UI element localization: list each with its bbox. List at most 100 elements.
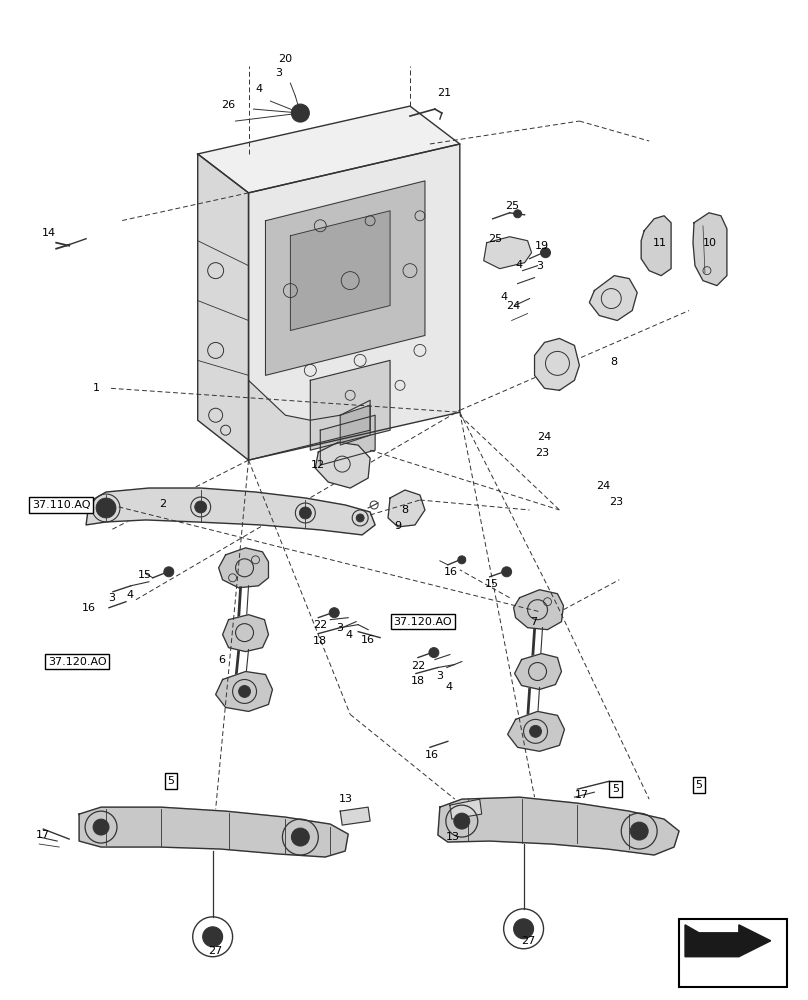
- Text: 27: 27: [208, 946, 223, 956]
- Text: 37.110.AQ: 37.110.AQ: [32, 500, 90, 510]
- Text: 17: 17: [575, 790, 590, 800]
- Circle shape: [164, 567, 174, 577]
- Circle shape: [93, 819, 109, 835]
- Polygon shape: [290, 211, 390, 330]
- Text: 3: 3: [335, 623, 343, 633]
- Polygon shape: [266, 181, 425, 375]
- Circle shape: [454, 813, 469, 829]
- Text: 24: 24: [507, 301, 520, 311]
- Text: 16: 16: [444, 567, 458, 577]
- Circle shape: [429, 648, 439, 658]
- Polygon shape: [249, 144, 460, 460]
- Text: 5: 5: [696, 780, 702, 790]
- Circle shape: [514, 919, 533, 939]
- Text: 13: 13: [446, 832, 460, 842]
- Text: 9: 9: [394, 521, 402, 531]
- Circle shape: [299, 507, 311, 519]
- Polygon shape: [320, 415, 375, 465]
- Text: 4: 4: [346, 630, 353, 640]
- Polygon shape: [685, 925, 771, 957]
- Polygon shape: [388, 490, 425, 527]
- Text: 14: 14: [42, 228, 57, 238]
- Text: 17: 17: [36, 830, 50, 840]
- Polygon shape: [86, 488, 375, 535]
- Circle shape: [356, 514, 364, 522]
- Text: 15: 15: [138, 570, 152, 580]
- Polygon shape: [198, 106, 460, 193]
- Polygon shape: [642, 216, 671, 276]
- Polygon shape: [514, 590, 563, 630]
- Text: 3: 3: [436, 671, 444, 681]
- Circle shape: [514, 210, 522, 218]
- Text: 4: 4: [500, 292, 507, 302]
- Text: 5: 5: [612, 784, 619, 794]
- Text: 4: 4: [445, 682, 452, 692]
- Text: 26: 26: [221, 100, 236, 110]
- Text: 4: 4: [126, 590, 133, 600]
- Text: 16: 16: [425, 750, 439, 760]
- Circle shape: [96, 498, 116, 518]
- Text: 37.120.AO: 37.120.AO: [393, 617, 452, 627]
- Text: 16: 16: [82, 603, 96, 613]
- Text: 23: 23: [536, 448, 549, 458]
- Text: 1: 1: [93, 383, 99, 393]
- Text: 12: 12: [311, 460, 326, 470]
- Text: 3: 3: [275, 68, 282, 78]
- Polygon shape: [340, 807, 370, 825]
- Text: 27: 27: [521, 936, 536, 946]
- Polygon shape: [438, 797, 679, 855]
- Text: 4: 4: [515, 260, 522, 270]
- Text: 24: 24: [537, 432, 552, 442]
- Circle shape: [203, 927, 223, 947]
- Polygon shape: [223, 615, 268, 652]
- Circle shape: [329, 608, 339, 618]
- Text: 18: 18: [314, 636, 327, 646]
- Text: 4: 4: [255, 84, 262, 94]
- Text: 8: 8: [402, 505, 409, 515]
- Text: 23: 23: [609, 497, 623, 507]
- Text: 8: 8: [611, 357, 618, 367]
- Polygon shape: [219, 548, 268, 588]
- Circle shape: [292, 828, 309, 846]
- Polygon shape: [589, 276, 638, 320]
- Polygon shape: [249, 380, 370, 460]
- Text: 37.120.AO: 37.120.AO: [48, 657, 107, 667]
- Text: 21: 21: [437, 88, 451, 98]
- Text: 18: 18: [411, 676, 425, 686]
- Circle shape: [458, 556, 465, 564]
- Circle shape: [238, 685, 250, 697]
- Polygon shape: [79, 807, 348, 857]
- Polygon shape: [507, 711, 565, 751]
- Text: 22: 22: [410, 661, 425, 671]
- Circle shape: [630, 822, 648, 840]
- Text: 11: 11: [653, 238, 667, 248]
- Polygon shape: [198, 154, 249, 460]
- Polygon shape: [535, 338, 579, 390]
- Circle shape: [292, 104, 309, 122]
- Text: 7: 7: [530, 617, 537, 627]
- Circle shape: [502, 567, 511, 577]
- Text: 25: 25: [489, 234, 503, 244]
- Polygon shape: [450, 799, 482, 819]
- Polygon shape: [693, 213, 727, 286]
- Text: 3: 3: [536, 261, 543, 271]
- Text: 16: 16: [361, 635, 375, 645]
- Text: 22: 22: [314, 620, 327, 630]
- Text: 24: 24: [596, 481, 610, 491]
- Text: 6: 6: [218, 655, 225, 665]
- Polygon shape: [515, 654, 562, 689]
- Circle shape: [297, 109, 305, 117]
- Bar: [679, 919, 787, 987]
- Text: 13: 13: [339, 794, 353, 804]
- Text: 20: 20: [278, 54, 292, 64]
- Text: 3: 3: [108, 593, 116, 603]
- Text: 10: 10: [703, 238, 717, 248]
- Polygon shape: [310, 360, 390, 450]
- Polygon shape: [484, 237, 532, 269]
- Polygon shape: [216, 672, 272, 711]
- Text: 15: 15: [485, 579, 499, 589]
- Text: 5: 5: [167, 776, 175, 786]
- Circle shape: [195, 501, 207, 513]
- Text: 19: 19: [534, 241, 549, 251]
- Polygon shape: [315, 442, 370, 488]
